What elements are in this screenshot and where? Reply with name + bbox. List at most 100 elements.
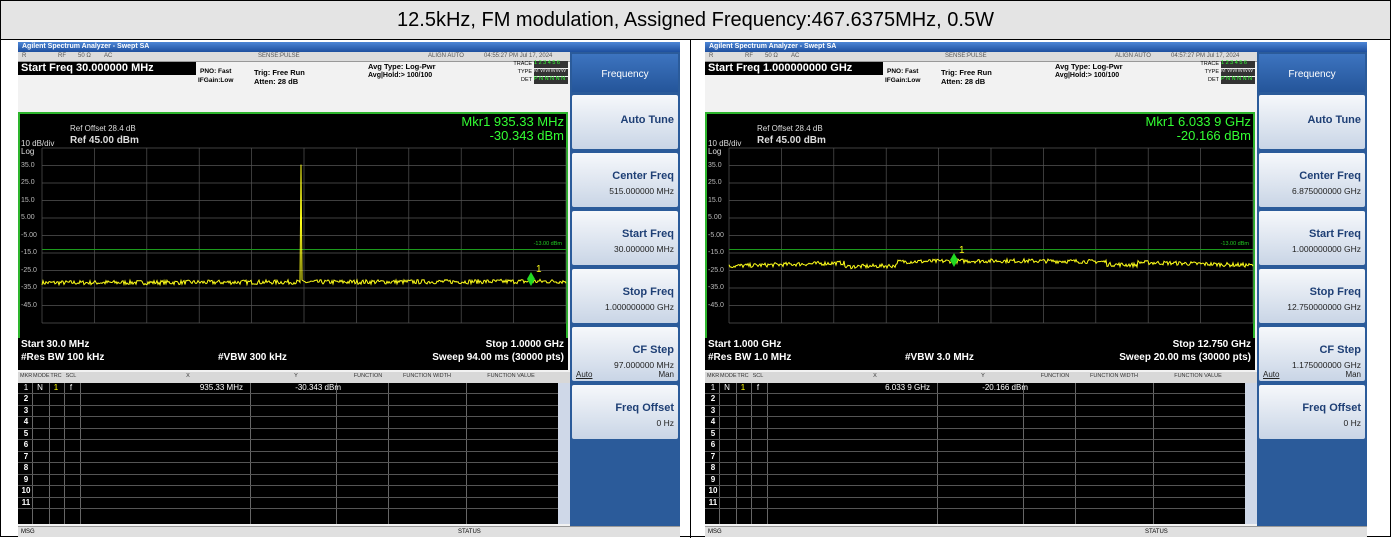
marker-number: 1 (959, 245, 965, 256)
analyzer-screen: Agilent Spectrum Analyzer - Swept SA R RF 5… (705, 42, 1367, 537)
menu-button (1259, 269, 1365, 323)
row-number: 9 (710, 474, 716, 484)
start-freq-box (18, 62, 196, 75)
column-line (736, 383, 737, 524)
start-freq: Start Freq 1.000000000 GHz (708, 62, 853, 74)
status-item: RF (58, 53, 66, 59)
table-header-bg (18, 372, 570, 383)
trace-info-value: 1 2 3 4 5 6 (1221, 60, 1255, 68)
column-line (1153, 383, 1154, 524)
trace-info-label: DET (1208, 77, 1219, 83)
table-cell: 6.033 9 GHz (885, 383, 930, 392)
msg-bar (705, 526, 1367, 537)
y-label: 25.0 (708, 179, 722, 186)
row-number: 6 (710, 440, 716, 449)
menu-title-box (572, 54, 678, 92)
plot (728, 147, 1254, 324)
menu-button (572, 153, 678, 207)
menu-label: Center Freq (612, 170, 674, 182)
graticule (18, 112, 568, 340)
table-header: FUNCTION VALUE (1174, 373, 1222, 379)
app-title-bar (705, 42, 1367, 52)
table-header: MKR (20, 373, 33, 379)
msg-bar (18, 526, 680, 537)
column-line (250, 383, 251, 524)
menu-button (1259, 327, 1365, 381)
avg-hold: Avg|Hold:> 100/100 (368, 72, 433, 79)
trace-info-label: TRACE (1200, 61, 1219, 67)
table-cell: -30.343 dBm (295, 383, 341, 392)
marker-diamond (950, 253, 958, 267)
msg: MSG (708, 529, 722, 535)
sweep: Sweep 94.00 ms (30000 pts) (432, 352, 564, 363)
row-number: 7 (710, 451, 716, 461)
y-label: -45.0 (708, 301, 724, 309)
column-line (719, 383, 720, 524)
table-header: FUNCTION (1040, 373, 1070, 379)
status-item: 04:55:27 PM Jul 17, 2024 (484, 53, 553, 59)
status-item: SENSE:PULSE (258, 53, 300, 59)
y-label: 15.0 (21, 196, 35, 204)
y-label: -35.0 (708, 284, 724, 291)
table-header: TRC (737, 373, 749, 379)
table-cell: 1 (710, 383, 716, 392)
start-freq-box (705, 62, 883, 75)
status-item: AC (104, 53, 113, 59)
row-line (18, 496, 558, 498)
scale: 10 dB/div (21, 139, 55, 148)
row-number: 9 (23, 474, 29, 484)
avg-type: Avg Type: Log-Pwr (368, 62, 436, 71)
table-cell: 935.33 MHz (199, 383, 243, 392)
pno: PNO: Fast (887, 68, 919, 75)
row-line (705, 427, 1245, 429)
y-label: -45.0 (21, 301, 37, 309)
row-line (705, 462, 1245, 463)
msg: MSG (21, 529, 35, 535)
row-number: 7 (23, 451, 29, 461)
column-line (466, 383, 467, 524)
menu-button (1259, 95, 1365, 149)
menu-auto: Auto (1263, 370, 1280, 379)
row-number: 11 (21, 497, 31, 507)
row-line (18, 485, 558, 486)
trig: Trig: Free Run (941, 68, 992, 77)
status: STATUS (458, 529, 481, 535)
row-number: 3 (710, 405, 716, 415)
status-row (18, 52, 570, 62)
log: Log (708, 147, 722, 156)
y-label: -5.00 (708, 231, 724, 239)
menu-value: 0 Hz (656, 418, 674, 428)
column-line (336, 383, 337, 524)
marker-number: 1 (536, 264, 542, 275)
table-body (705, 383, 1245, 524)
table-scroll (558, 383, 570, 524)
start-freq: Start Freq 30.000000 MHz (21, 62, 154, 74)
menu-value: 0 Hz (1343, 418, 1361, 428)
vbw: #VBW 3.0 MHz (905, 352, 974, 363)
menu-button (572, 95, 678, 149)
ref-level: Ref 45.00 dBm (757, 135, 826, 146)
trace-info-value: M WWWWW (1221, 68, 1255, 76)
table-cell: 1 (53, 383, 59, 392)
menu-value: 12.750000000 GHz (1287, 302, 1361, 312)
res-bw: #Res BW 100 kHz (21, 352, 105, 363)
y-label: 35.0 (708, 161, 722, 169)
title-cell (0, 0, 1391, 40)
table-header: SCL (65, 373, 77, 379)
row-number: 5 (710, 428, 716, 438)
table-cell: N (37, 383, 43, 392)
res-bw: #Res BW 1.0 MHz (708, 352, 792, 363)
table-header: TRC (50, 373, 62, 379)
row-line (705, 485, 1245, 486)
avg-type: Avg Type: Log-Pwr (1055, 62, 1123, 71)
menu-button (572, 327, 678, 381)
y-label: 25.0 (21, 179, 35, 186)
row-line (18, 508, 558, 509)
marker-freq: Mkr1 6.033 9 GHz (1145, 114, 1252, 129)
row-number: 8 (23, 463, 29, 472)
row-line (18, 416, 558, 417)
vbw: #VBW 300 kHz (218, 352, 287, 363)
analyzer-screen: Agilent Spectrum Analyzer - Swept SA R RF 5… (18, 42, 680, 537)
menu-value: 1.000000000 GHz (1292, 244, 1361, 254)
menu-label: Start Freq (622, 228, 674, 240)
